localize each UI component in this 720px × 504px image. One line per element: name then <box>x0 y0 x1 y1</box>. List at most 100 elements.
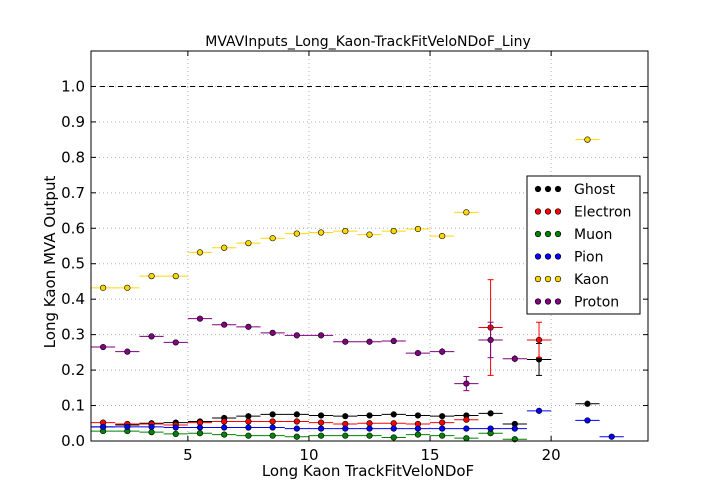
data-point-proton <box>124 348 131 355</box>
axis-ticks: 5 10 15 20 0.0 0.1 0.2 0.3 0.4 0.5 0.6 0.7 0.8 0.9 1.0 <box>61 51 648 464</box>
data-point-pion <box>390 425 397 432</box>
data-point-kaon <box>317 229 325 236</box>
data-point-ghost <box>293 411 300 418</box>
data-point-muon <box>196 430 204 437</box>
legend-marker-muon <box>534 230 542 238</box>
data-point-proton <box>293 332 300 339</box>
y-tick-label: 0.6 <box>61 219 85 237</box>
data-point-proton <box>439 348 446 355</box>
legend-marker-muon <box>554 230 562 238</box>
legend-label-electron: Electron <box>574 205 631 221</box>
series-kaon <box>91 136 600 291</box>
y-tick-label: 0.5 <box>61 255 85 273</box>
x-axis-label: Long Kaon TrackFitVeloNDoF <box>262 462 474 480</box>
data-point-muon <box>463 435 470 442</box>
data-point-pion <box>317 425 325 432</box>
data-point-kaon <box>414 225 422 233</box>
data-point-proton <box>511 355 518 362</box>
data-point-proton <box>414 349 422 357</box>
legend-label-pion: Pion <box>574 250 603 266</box>
legend-marker-muon <box>544 230 552 238</box>
data-point-pion <box>269 424 276 431</box>
data-point-electron <box>221 418 228 425</box>
data-point-electron <box>317 419 325 426</box>
legend-marker-kaon <box>544 275 552 283</box>
data-point-pion <box>366 425 373 432</box>
data-point-pion <box>196 424 204 431</box>
data-point-kaon <box>269 235 276 242</box>
data-point-proton <box>196 315 204 322</box>
x-tick-label: 10 <box>299 446 318 464</box>
data-point-kaon <box>390 228 397 235</box>
x-tick-label: 20 <box>542 446 561 464</box>
data-point-kaon <box>245 240 252 247</box>
series-proton <box>91 315 527 392</box>
plot-area <box>90 50 649 442</box>
data-point-proton <box>487 336 494 344</box>
data-point-kaon <box>366 231 373 238</box>
data-point-muon <box>342 432 349 439</box>
data-point-pion <box>100 423 107 430</box>
data-point-muon <box>148 429 155 436</box>
data-point-pion <box>584 417 591 424</box>
data-point-proton <box>463 380 470 387</box>
y-tick-label: 0.8 <box>61 148 85 166</box>
legend-marker-kaon <box>554 275 562 283</box>
data-point-muon <box>366 432 373 439</box>
data-point-ghost <box>439 413 446 420</box>
series-electron <box>91 279 552 429</box>
legend-label-kaon: Kaon <box>574 272 609 288</box>
data-point-kaon <box>172 273 179 280</box>
y-tick-label: 0.3 <box>61 326 85 344</box>
data-point-proton <box>100 343 107 351</box>
data-point-muon <box>245 432 252 439</box>
data-point-ghost <box>342 413 349 420</box>
legend-label-ghost: Ghost <box>574 182 616 198</box>
data-point-kaon <box>584 136 591 143</box>
data-point-proton <box>148 333 155 340</box>
series-pion <box>91 407 624 440</box>
data-point-muon <box>439 432 446 439</box>
legend-marker-proton <box>554 298 562 305</box>
data-point-pion <box>487 425 494 432</box>
legend-marker-proton <box>534 298 542 305</box>
data-point-kaon <box>124 284 131 291</box>
data-point-pion <box>414 425 422 432</box>
data-point-kaon <box>463 209 470 216</box>
data-point-electron <box>293 418 300 425</box>
data-point-muon <box>317 432 325 439</box>
data-point-muon <box>293 433 300 440</box>
data-point-kaon <box>439 232 446 240</box>
data-point-ghost <box>366 412 373 419</box>
data-point-proton <box>221 321 228 328</box>
data-point-proton <box>390 337 397 345</box>
legend-label-muon: Muon <box>574 227 612 243</box>
data-point-pion <box>511 425 518 432</box>
legend: Ghost Electron Muon Pion Kaon Proton <box>526 175 641 315</box>
data-point-muon <box>269 432 276 439</box>
legend-marker-electron <box>544 208 552 215</box>
data-point-ghost <box>487 410 494 417</box>
data-point-kaon <box>100 284 107 291</box>
legend-marker-ghost <box>544 185 552 193</box>
data-point-pion <box>221 424 228 431</box>
series-muon <box>91 427 527 443</box>
data-point-kaon <box>148 273 155 280</box>
legend-marker-electron <box>534 208 542 215</box>
data-point-muon <box>414 431 422 438</box>
y-tick-label: 0.0 <box>61 432 85 450</box>
data-point-proton <box>172 339 179 346</box>
y-tick-label: 0.1 <box>61 397 85 415</box>
data-point-proton <box>269 329 276 336</box>
data-point-kaon <box>342 228 349 235</box>
series-ghost <box>91 343 600 430</box>
legend-marker-electron <box>554 208 562 215</box>
data-marks <box>91 136 624 443</box>
x-tick-label: 15 <box>420 446 439 464</box>
y-tick-label: 1.0 <box>61 77 85 95</box>
data-point-electron <box>269 418 276 425</box>
data-point-electron <box>463 416 470 423</box>
legend-marker-pion <box>554 253 562 260</box>
data-point-electron <box>439 419 446 426</box>
